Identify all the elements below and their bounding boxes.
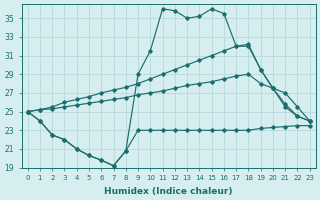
X-axis label: Humidex (Indice chaleur): Humidex (Indice chaleur) xyxy=(104,187,233,196)
